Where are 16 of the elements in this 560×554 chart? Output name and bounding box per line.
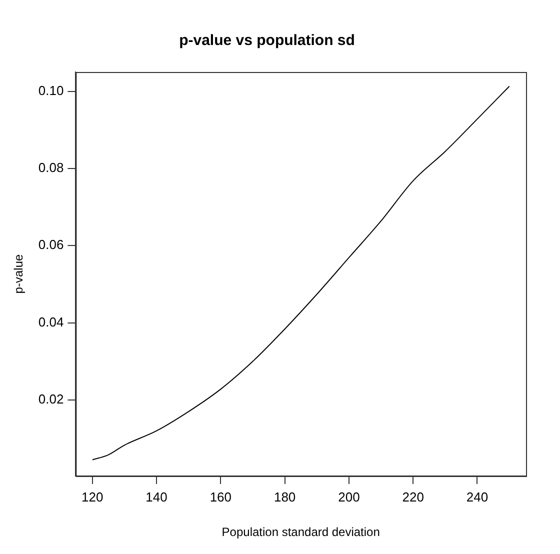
y-tick-label: 0.04: [38, 314, 64, 330]
x-tick-label: 200: [338, 489, 360, 504]
line-series: [92, 86, 510, 460]
x-tick-label: 220: [402, 489, 424, 504]
y-tick-label: 0.06: [38, 237, 64, 252]
y-tick-label: 0.02: [38, 392, 64, 407]
x-tick-label: 120: [82, 489, 104, 504]
x-tick-label: 240: [466, 489, 488, 504]
y-tick-label: 0.08: [38, 160, 64, 176]
x-tick-label: 160: [210, 489, 232, 504]
y-tick-label: 0.10: [38, 82, 64, 98]
y-axis-title: p-value: [12, 254, 26, 294]
x-tick-label: 180: [274, 489, 296, 504]
x-axis-title: Population standard deviation: [222, 525, 380, 540]
chart-title: p-value vs population sd: [179, 32, 355, 50]
x-tick-label: 140: [146, 489, 168, 504]
